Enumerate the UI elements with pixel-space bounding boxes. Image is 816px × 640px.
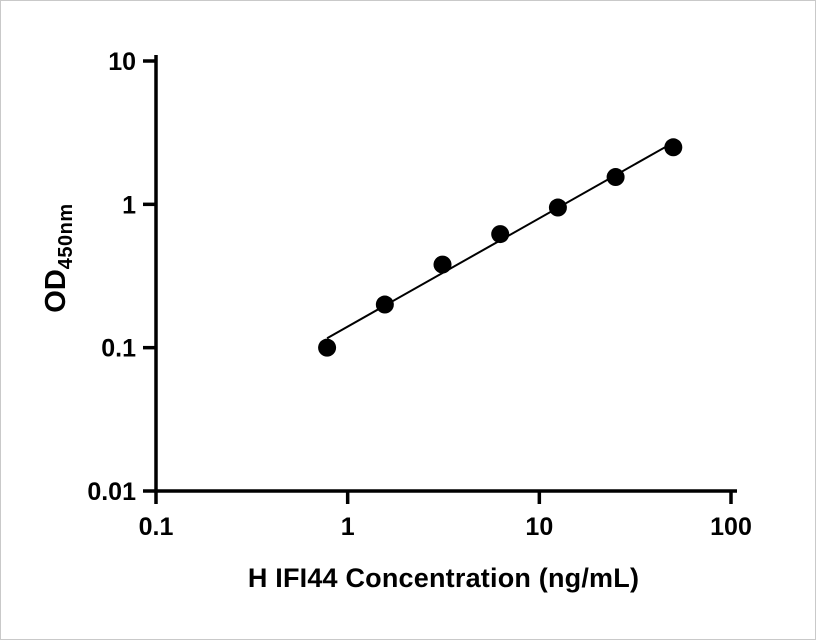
- axes: [154, 55, 737, 493]
- data-point: [491, 225, 510, 244]
- y-tick-label: 0.1: [101, 335, 136, 363]
- data-point: [318, 338, 337, 357]
- data-point: [606, 168, 625, 187]
- data-point: [433, 255, 452, 274]
- y-axis-title-main: OD: [40, 269, 72, 313]
- y-tick-label: 0.01: [87, 478, 136, 506]
- y-tick-label: 1: [122, 191, 136, 219]
- y-axis-title-sub: 450nm: [55, 203, 77, 270]
- x-tick-label: 10: [525, 513, 553, 541]
- y-tick-label: 10: [108, 48, 136, 76]
- x-tick-label: 100: [710, 513, 752, 541]
- x-tick-label: 0.1: [139, 513, 174, 541]
- data-point: [664, 138, 683, 157]
- data-point: [375, 295, 394, 314]
- x-tick-label: 1: [341, 513, 355, 541]
- y-axis-title: OD450nm: [36, 78, 77, 438]
- x-axis-title: H IFI44 Concentration (ng/mL): [247, 563, 640, 593]
- data-point: [548, 198, 567, 217]
